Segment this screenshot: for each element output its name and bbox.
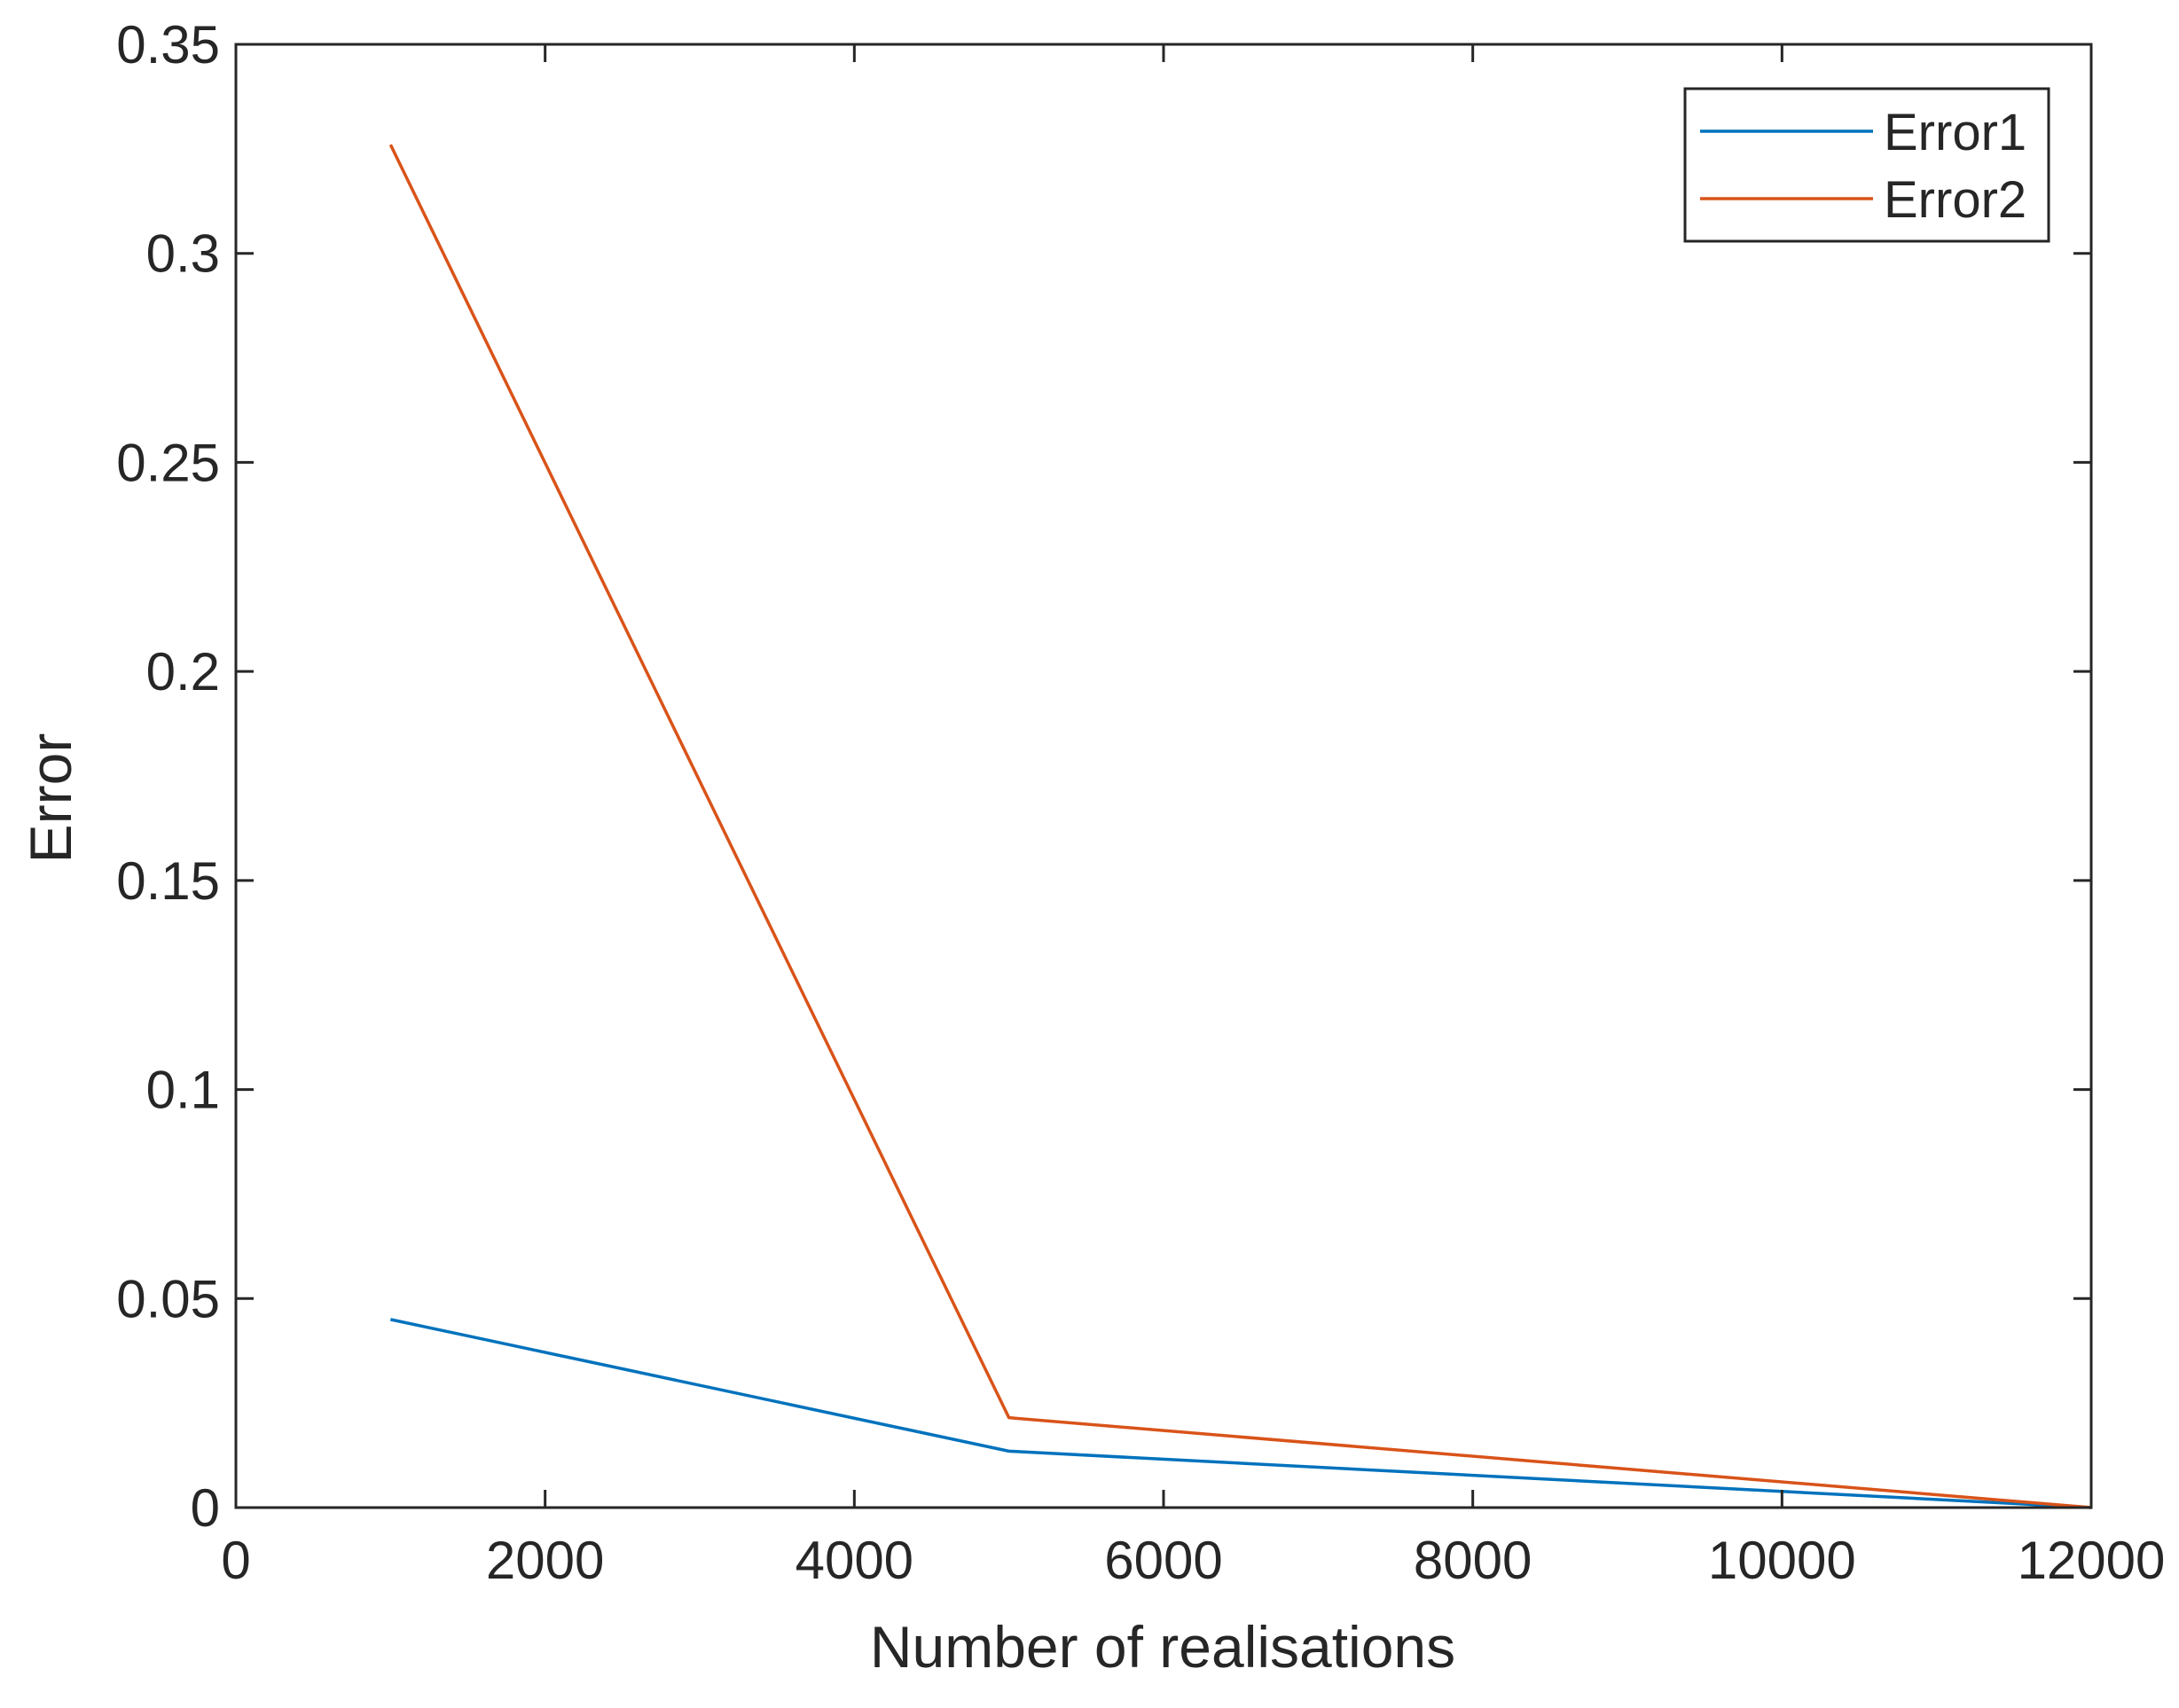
- x-tick-label: 0: [221, 1531, 250, 1590]
- y-tick-label: 0.3: [146, 224, 220, 284]
- series-line-2: [388, 144, 2092, 1509]
- legend-label-1: Error1: [1884, 104, 2026, 161]
- x-tick-label: 12000: [2018, 1531, 2166, 1590]
- y-tick-label: 0: [191, 1478, 220, 1538]
- legend-box: [1683, 87, 2050, 243]
- y-tick-label: 0.25: [116, 433, 220, 492]
- series-layer: [388, 144, 2092, 1509]
- y-tick-label: 0.2: [146, 642, 220, 701]
- y-tick-label: 0.15: [116, 851, 220, 911]
- y-tick-label: 0.35: [116, 15, 220, 74]
- x-tick-label: 10000: [1708, 1531, 1856, 1590]
- y-axis-label: Error: [18, 733, 83, 864]
- y-tick-label: 0.1: [146, 1061, 220, 1120]
- series-line-1: [389, 1318, 2092, 1509]
- y-tick-label: 0.05: [116, 1269, 220, 1328]
- ticks-layer: 0 2000 4000 6000 8000 10000 12000 0 0.05 0.1 0.15 0…: [116, 15, 2165, 1590]
- x-tick-label: 4000: [796, 1531, 913, 1590]
- x-tick-label: 8000: [1414, 1531, 1532, 1590]
- x-axis-label: Number of realisations: [870, 1614, 1455, 1680]
- x-tick-label: 6000: [1104, 1531, 1222, 1590]
- legend: Error1 Error2: [1683, 87, 2050, 243]
- legend-label-2: Error2: [1884, 171, 2026, 229]
- x-tick-label: 2000: [486, 1531, 604, 1590]
